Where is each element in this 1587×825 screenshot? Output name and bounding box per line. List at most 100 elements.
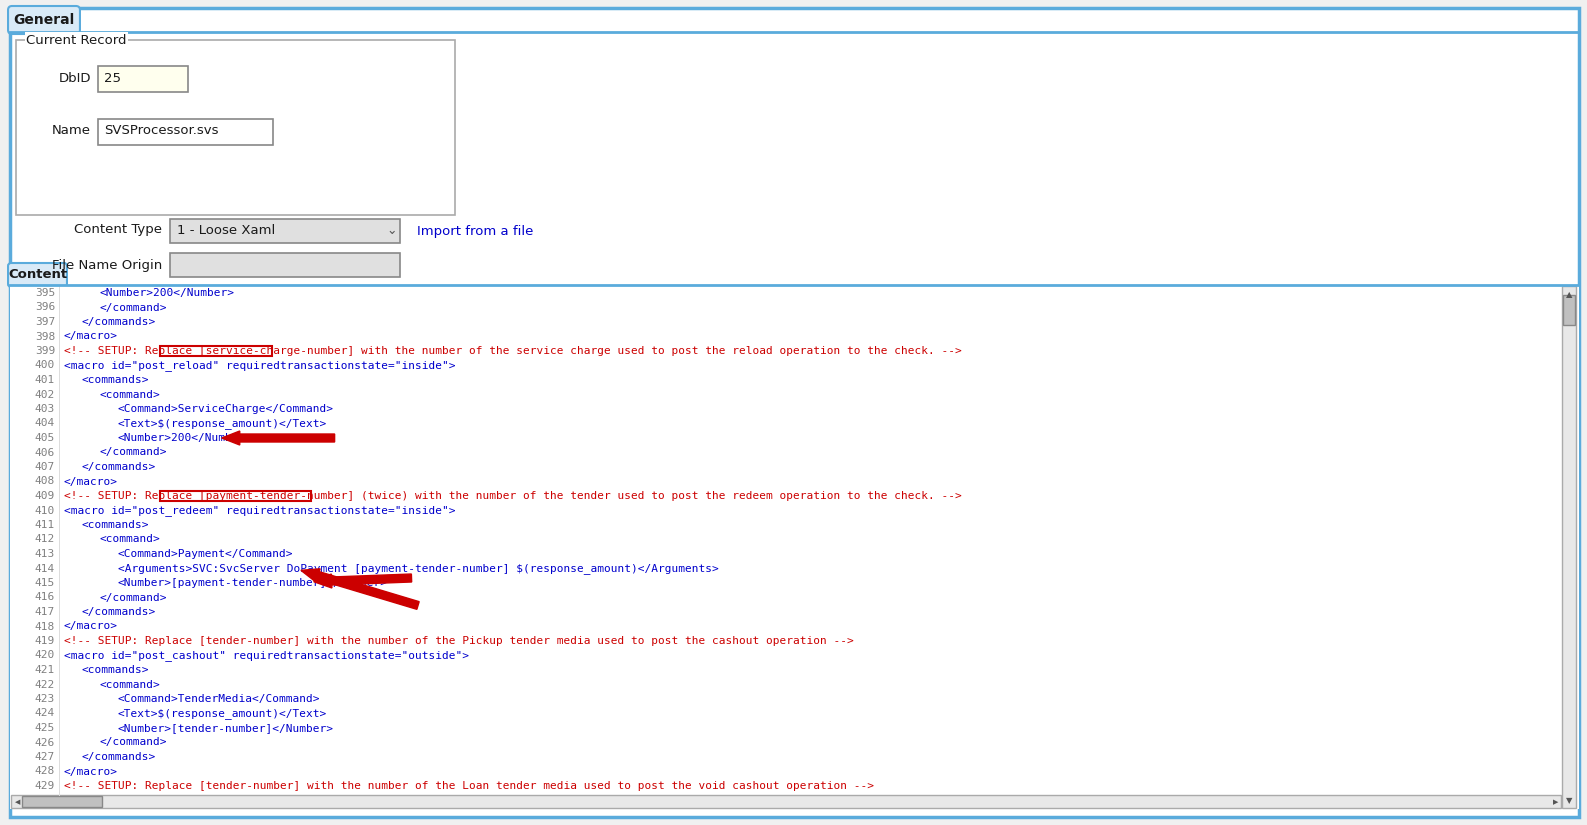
Text: Current Record: Current Record: [25, 34, 127, 46]
Text: </macro>: </macro>: [63, 332, 117, 342]
Text: ◀: ◀: [16, 799, 21, 805]
Text: 400: 400: [35, 361, 56, 370]
Text: 1 - Loose Xaml: 1 - Loose Xaml: [176, 224, 275, 238]
Text: </commands>: </commands>: [83, 462, 156, 472]
Text: <command>: <command>: [100, 389, 160, 399]
FancyArrow shape: [302, 568, 419, 610]
Text: 408: 408: [35, 477, 56, 487]
Text: 411: 411: [35, 520, 56, 530]
FancyBboxPatch shape: [170, 253, 400, 277]
FancyBboxPatch shape: [16, 40, 455, 215]
Text: Import from a file: Import from a file: [416, 224, 533, 238]
FancyBboxPatch shape: [11, 795, 1562, 808]
FancyBboxPatch shape: [10, 8, 1579, 817]
Text: ▲: ▲: [1566, 290, 1573, 299]
Text: <commands>: <commands>: [83, 375, 149, 385]
Text: Content Type: Content Type: [75, 224, 162, 237]
Text: <Command>ServiceCharge</Command>: <Command>ServiceCharge</Command>: [117, 404, 333, 414]
Text: <Arguments>SVC:SvcServer DoPayment [payment-tender-number] $(response_amount)</A: <Arguments>SVC:SvcServer DoPayment [paym…: [117, 563, 719, 574]
Text: 428: 428: [35, 766, 56, 776]
Text: <Number>[tender-number]</Number>: <Number>[tender-number]</Number>: [117, 723, 333, 733]
Text: <macro id="post_reload" requiredtransactionstate="inside">: <macro id="post_reload" requiredtransact…: [63, 360, 455, 371]
Text: 401: 401: [35, 375, 56, 385]
FancyArrow shape: [222, 431, 335, 445]
Text: <Command>TenderMedia</Command>: <Command>TenderMedia</Command>: [117, 694, 321, 704]
Text: 414: 414: [35, 563, 56, 573]
FancyBboxPatch shape: [1562, 286, 1576, 808]
Text: 422: 422: [35, 680, 56, 690]
Text: 396: 396: [35, 303, 56, 313]
Text: <commands>: <commands>: [83, 520, 149, 530]
FancyBboxPatch shape: [22, 796, 102, 807]
Text: <commands>: <commands>: [83, 665, 149, 675]
Text: 427: 427: [35, 752, 56, 762]
Text: File Name Origin: File Name Origin: [52, 258, 162, 271]
Text: 419: 419: [35, 636, 56, 646]
Text: <macro id="post_cashout" requiredtransactionstate="outside">: <macro id="post_cashout" requiredtransac…: [63, 650, 470, 661]
Text: 429: 429: [35, 781, 56, 791]
Text: 395: 395: [35, 288, 56, 298]
Text: 405: 405: [35, 433, 56, 443]
Text: </macro>: </macro>: [63, 621, 117, 631]
Text: 413: 413: [35, 549, 56, 559]
Text: 397: 397: [35, 317, 56, 327]
FancyBboxPatch shape: [1563, 295, 1574, 325]
Text: 399: 399: [35, 346, 56, 356]
FancyBboxPatch shape: [170, 219, 400, 243]
Text: <macro id="post_redeem" requiredtransactionstate="inside">: <macro id="post_redeem" requiredtransact…: [63, 505, 455, 516]
Text: 25: 25: [103, 72, 121, 84]
Text: <Number>[payment-tender-number]</Number>: <Number>[payment-tender-number]</Number>: [117, 578, 387, 588]
FancyArrow shape: [314, 574, 411, 588]
Text: <Number>200</Number>: <Number>200</Number>: [117, 433, 252, 443]
Text: 418: 418: [35, 621, 56, 631]
Text: 423: 423: [35, 694, 56, 704]
Text: </command>: </command>: [100, 303, 167, 313]
Text: 402: 402: [35, 389, 56, 399]
Text: 412: 412: [35, 535, 56, 544]
Text: DbID: DbID: [59, 72, 90, 84]
Text: SVSProcessor.svs: SVSProcessor.svs: [103, 124, 219, 136]
Text: ▶: ▶: [1554, 799, 1558, 805]
FancyBboxPatch shape: [98, 66, 187, 92]
FancyBboxPatch shape: [10, 285, 1579, 809]
Text: </commands>: </commands>: [83, 317, 156, 327]
Text: <command>: <command>: [100, 680, 160, 690]
Text: 426: 426: [35, 738, 56, 747]
Text: 425: 425: [35, 723, 56, 733]
Text: ▼: ▼: [1566, 796, 1573, 805]
Text: Content: Content: [8, 268, 67, 281]
Text: 407: 407: [35, 462, 56, 472]
Text: 409: 409: [35, 491, 56, 501]
Text: <Command>Payment</Command>: <Command>Payment</Command>: [117, 549, 294, 559]
Text: 404: 404: [35, 418, 56, 428]
Text: 416: 416: [35, 592, 56, 602]
Text: 420: 420: [35, 650, 56, 661]
Text: 403: 403: [35, 404, 56, 414]
Text: <Number>200</Number>: <Number>200</Number>: [100, 288, 235, 298]
Text: </command>: </command>: [100, 447, 167, 458]
Text: </macro>: </macro>: [63, 477, 117, 487]
Text: </commands>: </commands>: [83, 752, 156, 762]
Text: </commands>: </commands>: [83, 607, 156, 617]
Text: <!-- SETUP: Replace [service-charge-number] with the number of the service charg: <!-- SETUP: Replace [service-charge-numb…: [63, 346, 962, 356]
Text: 424: 424: [35, 709, 56, 719]
Text: <!-- SETUP: Replace [payment-tender-number] (twice) with the number of the tende: <!-- SETUP: Replace [payment-tender-numb…: [63, 491, 962, 501]
Text: <!-- SETUP: Replace [tender-number] with the number of the Pickup tender media u: <!-- SETUP: Replace [tender-number] with…: [63, 636, 854, 646]
Text: General: General: [13, 13, 75, 27]
Text: ⌄: ⌄: [386, 224, 397, 238]
Text: 421: 421: [35, 665, 56, 675]
Text: </macro>: </macro>: [63, 766, 117, 776]
Text: 415: 415: [35, 578, 56, 588]
Text: 410: 410: [35, 506, 56, 516]
Text: <Text>$(response_amount)</Text>: <Text>$(response_amount)</Text>: [117, 418, 327, 429]
Text: Name: Name: [52, 124, 90, 136]
Text: </command>: </command>: [100, 592, 167, 602]
FancyBboxPatch shape: [8, 6, 79, 34]
Text: <command>: <command>: [100, 535, 160, 544]
Text: <!-- SETUP: Replace [tender-number] with the number of the Loan tender media use: <!-- SETUP: Replace [tender-number] with…: [63, 781, 874, 791]
FancyBboxPatch shape: [8, 263, 67, 287]
Text: 406: 406: [35, 447, 56, 458]
Text: 417: 417: [35, 607, 56, 617]
Text: </command>: </command>: [100, 738, 167, 747]
Text: <Text>$(response_amount)</Text>: <Text>$(response_amount)</Text>: [117, 708, 327, 719]
